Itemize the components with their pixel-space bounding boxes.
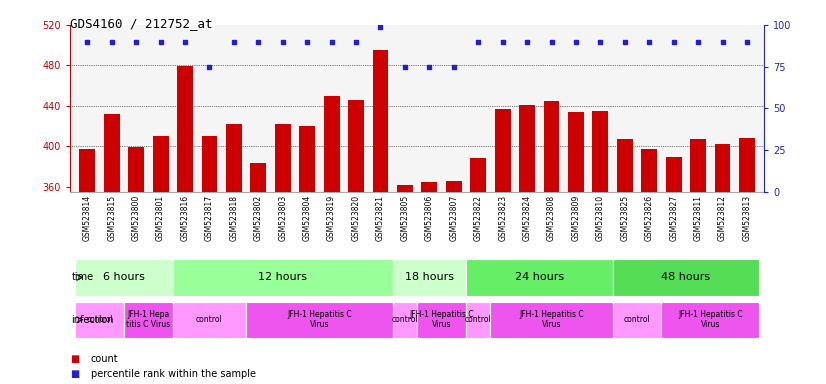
Bar (466, 259, 613, 296)
Text: percentile rank within the sample: percentile rank within the sample (91, 369, 256, 379)
Text: 12 hours: 12 hours (259, 272, 307, 283)
Bar (124, 301, 173, 338)
Bar (250, 163, 266, 192)
Point (105, 39, 118, 45)
Point (203, 64, 216, 70)
Text: time: time (71, 272, 93, 283)
Point (569, 39, 582, 45)
Bar (666, 157, 681, 192)
Text: 18 hours: 18 hours (405, 272, 453, 283)
Bar (202, 136, 217, 192)
Bar (446, 181, 462, 192)
Bar (421, 182, 437, 192)
Text: JFH-1 Hepatitis C
Virus: JFH-1 Hepatitis C Virus (287, 310, 352, 329)
Bar (104, 114, 120, 192)
Bar (662, 301, 759, 338)
Text: count: count (91, 354, 118, 364)
Text: control: control (465, 315, 491, 324)
Bar (392, 301, 417, 338)
Text: JFH-1 Hepa
titis C Virus: JFH-1 Hepa titis C Virus (126, 310, 170, 329)
Point (691, 39, 705, 45)
Point (178, 39, 192, 45)
Bar (470, 157, 487, 192)
Bar (324, 96, 339, 192)
Bar (613, 301, 662, 338)
Bar (79, 149, 95, 192)
Bar (75, 301, 124, 338)
Point (130, 39, 143, 45)
Bar (495, 109, 510, 192)
Bar (641, 149, 657, 192)
Point (520, 39, 534, 45)
Point (301, 39, 314, 45)
Text: JFH-1 Hepatitis C
Virus: JFH-1 Hepatitis C Virus (409, 310, 474, 329)
Point (325, 39, 338, 45)
Text: control: control (196, 315, 223, 324)
Bar (177, 66, 193, 192)
Point (349, 39, 363, 45)
Point (716, 39, 729, 45)
Bar (617, 139, 633, 192)
Bar (392, 259, 466, 296)
Text: 24 hours: 24 hours (515, 272, 564, 283)
Point (496, 39, 510, 45)
Text: 6 hours: 6 hours (103, 272, 145, 283)
Point (81, 39, 94, 45)
Bar (348, 100, 364, 192)
Bar (173, 259, 392, 296)
Text: control: control (392, 315, 418, 324)
Text: control: control (86, 315, 113, 324)
Bar (299, 126, 316, 192)
Point (154, 39, 167, 45)
Bar (373, 50, 388, 192)
Point (398, 64, 411, 70)
Bar (275, 124, 291, 192)
Point (472, 39, 485, 45)
Bar (491, 301, 613, 338)
Bar (397, 185, 413, 192)
Point (618, 39, 631, 45)
Point (643, 39, 656, 45)
Text: GDS4160 / 212752_at: GDS4160 / 212752_at (70, 17, 213, 30)
Bar (417, 301, 466, 338)
Point (545, 39, 558, 45)
Bar (466, 301, 491, 338)
Bar (246, 301, 392, 338)
Bar (75, 259, 173, 296)
Bar (226, 124, 242, 192)
Text: JFH-1 Hepatitis C
Virus: JFH-1 Hepatitis C Virus (520, 310, 584, 329)
Point (276, 39, 289, 45)
Text: ■: ■ (70, 354, 79, 364)
Bar (568, 112, 584, 192)
Point (740, 39, 753, 45)
Point (667, 39, 681, 45)
Bar (173, 301, 246, 338)
Point (227, 39, 240, 45)
Bar (544, 101, 559, 192)
Bar (592, 111, 608, 192)
Point (594, 39, 607, 45)
Text: ■: ■ (70, 369, 79, 379)
Text: 48 hours: 48 hours (662, 272, 710, 283)
Text: infection: infection (71, 314, 114, 325)
Text: JFH-1 Hepatitis C
Virus: JFH-1 Hepatitis C Virus (678, 310, 743, 329)
Bar (153, 136, 169, 192)
Text: control: control (624, 315, 650, 324)
Point (374, 23, 387, 30)
Bar (613, 259, 759, 296)
Point (423, 64, 436, 70)
Bar (714, 144, 730, 192)
Bar (519, 105, 535, 192)
Point (447, 64, 460, 70)
Bar (691, 139, 706, 192)
Point (252, 39, 265, 45)
Bar (128, 147, 144, 192)
Bar (739, 138, 755, 192)
